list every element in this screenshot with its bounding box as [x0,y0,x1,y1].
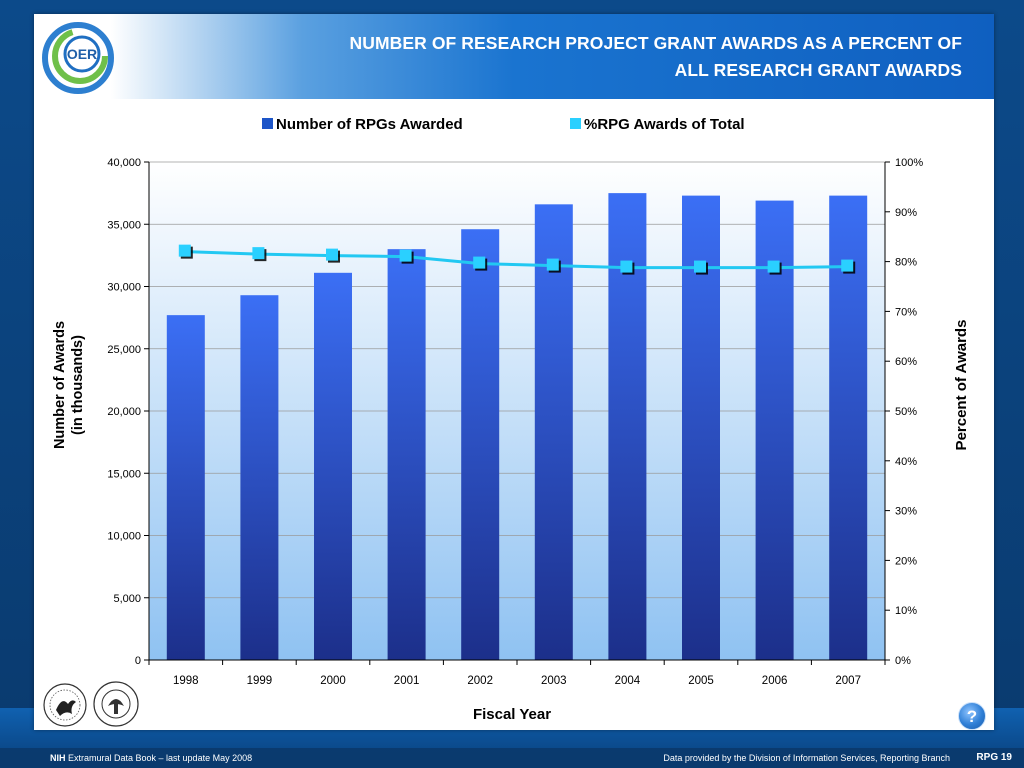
y2-tick-label: 100% [895,157,923,169]
help-icon: ? [966,707,978,726]
footer-source: NIH Extramural Data Book – last update M… [50,753,252,763]
y2-tick-label: 20% [895,555,917,567]
x-tick-label: 1999 [247,675,273,687]
legend-swatch-bars [262,118,273,129]
page-number: RPG 19 [976,752,1012,763]
axes [144,161,890,665]
y-axis-title-line-2: (in thousands) [70,335,86,435]
y-tick-label: 40,000 [107,157,141,169]
y2-tick-label: 0% [895,655,911,667]
percent-marker [546,258,559,271]
title-line-1: NUMBER OF RESEARCH PROJECT GRANT AWARDS … [349,33,962,53]
x-tick-label: 2002 [467,675,493,687]
logo-text: OER [67,46,97,62]
hhs-eagle-seal-icon [43,683,87,727]
percent-line [178,244,856,275]
legend-label-line: %RPG Awards of Total [584,116,745,133]
y2-tick-label: 70% [895,306,917,318]
x-tick-label: 2000 [320,675,346,687]
bar [166,315,205,660]
percent-marker [178,244,191,257]
x-tick-label: 2006 [762,675,788,687]
footer-provider: Data provided by the Division of Informa… [663,753,950,763]
percent-marker [694,260,706,273]
y2-tick-label: 90% [895,207,917,219]
percent-series-line [185,250,849,270]
footer-databook-label: Extramural Data Book – last update May 2… [65,753,253,763]
bar [534,204,573,660]
y-tick-label: 20,000 [107,406,141,418]
x-axis-title: Fiscal Year [473,706,551,723]
y2-tick-label: 40% [895,456,917,468]
y2-tick-label: 50% [895,406,917,418]
nih-seal-icon [93,681,139,727]
bar [755,200,794,660]
x-tick-label: 2004 [615,675,641,687]
x-tick-label: 2005 [688,675,714,687]
y-tick-label: 15,000 [107,468,141,480]
page-title: NUMBER OF RESEARCH PROJECT GRANT AWARDS … [262,30,962,84]
percent-marker [252,247,265,260]
y2-tick-label: 80% [895,257,917,269]
y2-tick-label: 10% [895,605,917,617]
legend-swatch-line [570,118,581,129]
legend-label-bars: Number of RPGs Awarded [276,116,463,133]
y2-tick-label: 30% [895,506,917,518]
y-tick-label: 0 [135,655,141,667]
percent-marker [841,259,854,272]
percent-marker [326,248,338,261]
title-line-2: ALL RESEARCH GRANT AWARDS [674,60,962,80]
bars [166,193,868,661]
y-tick-label: 35,000 [107,219,141,231]
bar [387,249,426,660]
percent-marker [399,249,412,262]
y-tick-label: 5,000 [113,593,141,605]
y-axis-title-line-1: Number of Awards [52,321,68,449]
y-tick-label: 25,000 [107,344,141,356]
x-tick-label: 1998 [173,675,199,687]
y-axis-title: Number of Awards (in thousands) [52,321,86,449]
header-band [34,14,994,99]
footer-nih-label: NIH [50,753,66,763]
legend: Number of RPGs Awarded %RPG Awards of To… [262,116,745,133]
x-tick-label: 2007 [835,675,861,687]
percent-marker [620,260,633,273]
help-button[interactable]: ? [958,702,986,730]
y-tick-label: 30,000 [107,282,141,294]
y-tick-label: 10,000 [107,531,141,543]
y2-tick-label: 60% [895,356,917,368]
bar [240,295,279,660]
oer-swirl-logo-icon: OER [42,22,114,94]
percent-marker [767,260,780,273]
x-tick-label: 2001 [394,675,420,687]
x-tick-label: 2003 [541,675,567,687]
labels: 0 5,000 10,000 15,000 20,000 25,000 30,000 35,0… [107,157,923,687]
percent-marker [473,256,486,269]
bar [461,229,500,661]
footer: NIH Extramural Data Book – last update M… [0,748,1024,768]
bar [314,272,352,660]
y2-axis-title: Percent of Awards [953,320,970,451]
